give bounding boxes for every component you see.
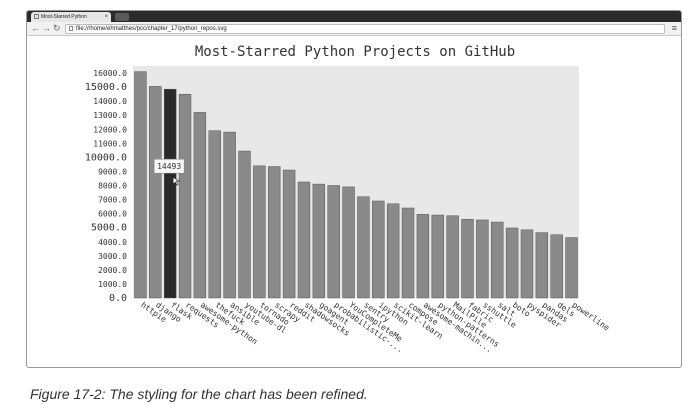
y-tick-label: 0.0 <box>109 293 127 304</box>
bar-tornado[interactable] <box>253 165 266 299</box>
page-favicon-icon <box>34 14 39 20</box>
bar-fabric[interactable] <box>461 219 474 299</box>
bar-youcompleteme[interactable] <box>342 186 355 299</box>
forward-arrow-icon[interactable]: → <box>42 23 51 33</box>
chart-title: Most-Starred Python Projects on GitHub <box>195 44 515 60</box>
y-tick-label: 11000.0 <box>93 139 127 148</box>
address-url: file:///home/ehmatthes/pcc/chapter_17/py… <box>76 26 227 32</box>
browser-tab[interactable]: Most-Starred Python × <box>31 12 111 22</box>
bar-sentry[interactable] <box>357 196 370 299</box>
bar-mailpile[interactable] <box>446 215 459 299</box>
figure-caption: Figure 17-2: The styling for the chart h… <box>30 386 368 402</box>
y-tick-label: 10000.0 <box>85 152 127 163</box>
browser-toolbar: ← → ↻ file:///home/ehmatthes/pcc/chapter… <box>27 22 681 36</box>
y-tick-label: 6000.0 <box>98 210 127 219</box>
tooltip-box <box>153 158 185 174</box>
hamburger-menu-icon[interactable]: ≡ <box>671 23 677 33</box>
page-icon <box>69 25 73 31</box>
bar-salt[interactable] <box>491 221 504 299</box>
bar-httpie[interactable] <box>134 71 147 299</box>
y-tick-label: 15000.0 <box>85 82 127 93</box>
tab-title: Most-Starred Python <box>41 14 87 20</box>
bar-awesome-machin[interactable] <box>416 214 430 299</box>
bar-probabilistic[interactable] <box>327 185 340 299</box>
bar-ipython[interactable] <box>372 200 385 299</box>
bar-ansible[interactable] <box>223 131 236 299</box>
y-tick-label: 8000.0 <box>98 182 127 191</box>
bar-python-patterns[interactable] <box>431 214 444 299</box>
y-tick-label: 4000.0 <box>98 238 127 247</box>
bar-powerline[interactable] <box>565 237 578 299</box>
y-tick-label: 3000.0 <box>98 252 127 261</box>
y-tick-label: 12000.0 <box>93 125 127 134</box>
plot-background <box>133 66 579 298</box>
bar-reddit[interactable] <box>282 169 296 299</box>
y-tick-label: 9000.0 <box>98 167 127 176</box>
bar-requests[interactable] <box>178 93 192 299</box>
bar-boto[interactable] <box>505 227 519 299</box>
bar-scrapy[interactable] <box>268 166 281 299</box>
chart-area: Most-Starred Python Projects on GitHub 0.… <box>27 36 681 367</box>
bar-pyspider[interactable] <box>520 229 534 299</box>
mouse-cursor-icon <box>172 176 181 186</box>
y-tick-label: 14000.0 <box>93 97 127 106</box>
bar-pandas[interactable] <box>535 232 549 299</box>
bar-goagent[interactable] <box>312 183 326 299</box>
bar-shadowsocks[interactable] <box>297 181 311 299</box>
y-tick-label: 1000.0 <box>98 280 127 289</box>
y-tick-label: 5000.0 <box>91 223 127 234</box>
y-tick-label: 7000.0 <box>98 196 127 205</box>
tab-close-icon[interactable]: × <box>104 14 108 20</box>
bar-sshuttle[interactable] <box>476 219 489 299</box>
bar-compose[interactable] <box>401 207 415 299</box>
tooltip-value: 14493 <box>157 162 181 171</box>
bar-thefuck[interactable] <box>208 130 221 299</box>
browser-window: Most-Starred Python × ← → ↻ file:///home… <box>26 10 682 368</box>
y-tick-label: 16000.0 <box>93 69 127 78</box>
new-tab-button[interactable] <box>115 13 129 21</box>
bar-youtube-dl[interactable] <box>238 150 251 299</box>
back-arrow-icon[interactable]: ← <box>31 23 40 33</box>
bar-chart: Most-Starred Python Projects on GitHub 0.… <box>85 44 611 355</box>
tab-strip: Most-Starred Python × <box>27 11 681 22</box>
reload-icon[interactable]: ↻ <box>53 23 61 33</box>
bar-dels[interactable] <box>550 234 563 299</box>
bar-awesome-python[interactable] <box>193 112 207 299</box>
bar-scikit-learn[interactable] <box>386 203 400 299</box>
y-tick-label: 2000.0 <box>98 266 127 275</box>
x-tick-label: powerline <box>570 300 611 332</box>
bar-django[interactable] <box>149 86 162 299</box>
y-tick-label: 13000.0 <box>93 111 127 120</box>
address-bar[interactable]: file:///home/ehmatthes/pcc/chapter_17/py… <box>65 24 665 34</box>
bar-flask[interactable] <box>163 88 177 299</box>
